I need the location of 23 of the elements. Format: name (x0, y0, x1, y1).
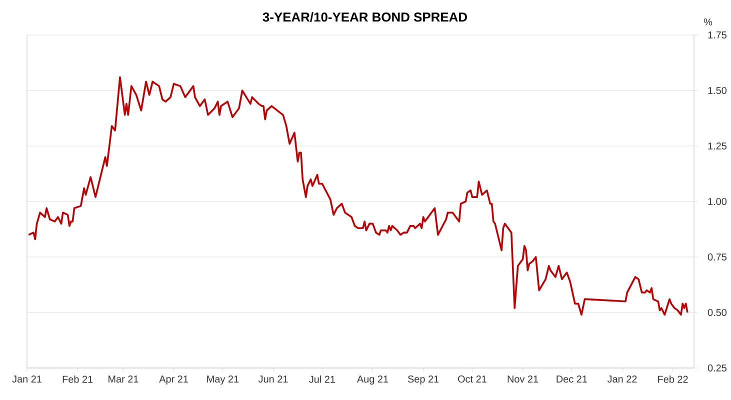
x-tick-label: Sep 21 (408, 376, 439, 385)
y-tick-label: 1.75 (708, 32, 726, 38)
y-tick-label: 1.50 (708, 86, 727, 94)
x-tick-label: Apr 21 (159, 376, 188, 385)
y-tick-label: 0.25 (708, 364, 726, 372)
x-tick-label: Feb 22 (658, 376, 688, 383)
x-tick-label: May 21 (207, 376, 239, 385)
y-tick-label: 0.50 (708, 308, 727, 316)
x-tick-label: Jul 21 (309, 376, 335, 383)
x-tick-label: Jun 21 (258, 376, 288, 383)
y-tick-label: 0.75 (708, 253, 726, 261)
y-tick-label: 1.25 (708, 142, 726, 150)
y-axis-title: % (704, 18, 712, 26)
x-tick-label: Aug 21 (356, 376, 388, 385)
x-tick-label: Dec 21 (556, 376, 587, 383)
x-tick-label: Jan 22 (607, 376, 637, 383)
x-tick-label: Feb 21 (62, 376, 93, 383)
x-tick-label: Nov 21 (508, 376, 538, 383)
x-tick-label: Oct 21 (458, 376, 486, 383)
chart-title: 3-YEAR/10-YEAR BOND SPREAD (262, 12, 467, 22)
x-tick-label: Mar 21 (108, 376, 138, 383)
x-tick-label: Jan 21 (12, 376, 42, 383)
y-tick-label: 1.00 (708, 198, 727, 206)
